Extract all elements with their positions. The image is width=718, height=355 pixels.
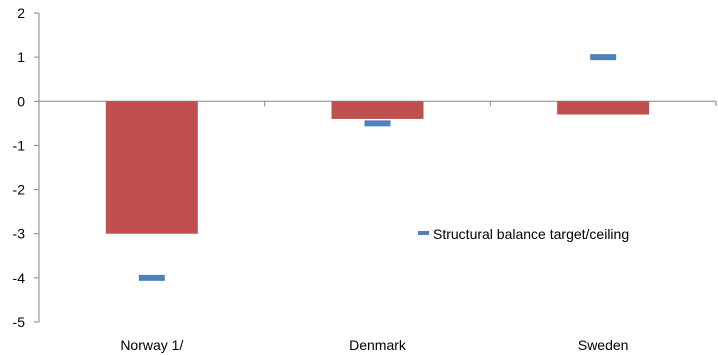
y-tick-label: -5 (13, 314, 26, 330)
y-axis-tick-labels: 2 1 0 -1 -2 -3 -4 -5 (13, 5, 26, 330)
target-marker (138, 274, 165, 281)
y-tick-label: -3 (13, 226, 26, 242)
x-category-label: Denmark (349, 337, 407, 353)
x-axis-category-labels: Norway 1/Denmark Sweden (120, 337, 628, 353)
bar-series (105, 101, 650, 234)
bar (331, 101, 424, 119)
target-marker-series (138, 54, 617, 281)
x-category-label: Norway 1/ (120, 337, 183, 353)
bar (557, 101, 650, 115)
x-category-label: Sweden (578, 337, 629, 353)
y-tick-label: 0 (17, 93, 25, 109)
y-tick-label: -4 (13, 270, 26, 286)
legend-label: Structural balance target/ceiling (433, 226, 629, 242)
legend: Structural balance target/ceiling (418, 226, 629, 242)
y-tick-label: 2 (17, 5, 25, 21)
legend-swatch (418, 231, 429, 235)
y-tick-label: -2 (13, 182, 26, 198)
y-tick-label: 1 (17, 49, 25, 65)
target-marker (590, 54, 617, 61)
bar (105, 101, 198, 234)
target-marker (364, 120, 391, 127)
y-tick-label: -1 (13, 137, 26, 153)
